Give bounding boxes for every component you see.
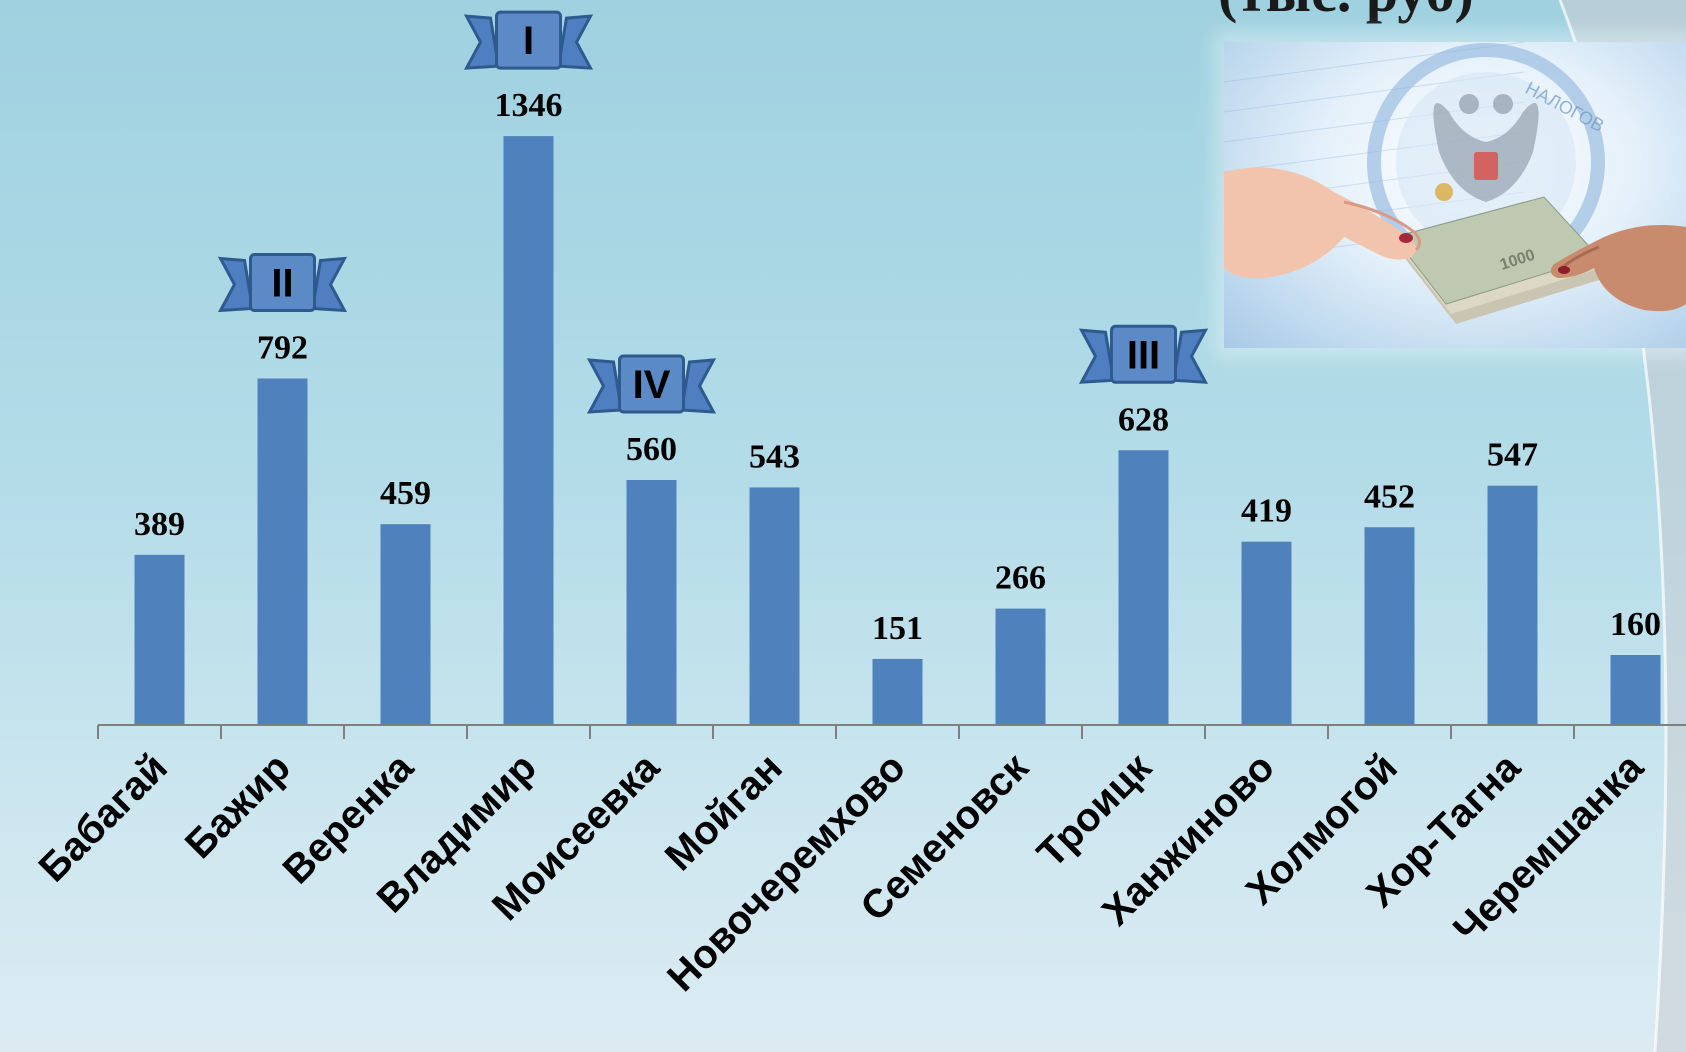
bar [749, 487, 800, 725]
money-handover-photo: НАЛОГОВ 1000 [1224, 42, 1686, 348]
eagle-emblem-icon [1433, 94, 1539, 202]
bar [257, 378, 308, 725]
data-label: 151 [872, 610, 923, 647]
data-label: 459 [380, 475, 431, 512]
rank-label: I [523, 19, 534, 63]
x-axis-ticks [97, 725, 1575, 739]
banknotes-icon: 1000 [1393, 196, 1609, 324]
data-label: 560 [626, 431, 677, 468]
data-label: 547 [1487, 437, 1538, 474]
bar [503, 136, 554, 725]
slide-title-fragment: (тыс. руб) [1218, 0, 1474, 25]
bar [1487, 485, 1538, 725]
bar [872, 658, 923, 725]
category-label: Бажир [177, 745, 299, 867]
data-label: 266 [995, 560, 1046, 597]
data-label: 452 [1364, 478, 1415, 515]
rank-ribbon-icon: III [1078, 324, 1209, 384]
value-labels-layer: 389 792 459 1346 560 543 151 266 628 419 452 547 160 [134, 87, 1661, 647]
bar [134, 554, 185, 725]
rank-ribbon-icon: II [217, 253, 348, 313]
rank-ribbon-icon: I [463, 10, 594, 70]
bar [1364, 527, 1415, 725]
bar [1610, 655, 1661, 725]
data-label: 1346 [495, 87, 563, 124]
rank-label: IV [633, 363, 671, 407]
bar [1118, 450, 1169, 725]
data-label: 160 [1610, 606, 1661, 643]
category-label: Бабагай [31, 745, 176, 890]
category-label: Новочеремхово [659, 745, 914, 1000]
rank-ribbon-icon: IV [586, 354, 717, 414]
category-labels-layer: Бабагай БажирВеренкаВладимирМоисеевкаМойг… [31, 745, 1653, 1000]
data-label: 792 [257, 330, 308, 367]
rank-label: II [271, 262, 293, 306]
data-label: 543 [749, 438, 800, 475]
data-label: 389 [134, 506, 185, 543]
hands-icon [1224, 167, 1686, 312]
bar [995, 608, 1046, 725]
bar [1241, 541, 1292, 725]
bars-layer [134, 136, 1661, 725]
rank-label: III [1127, 333, 1160, 377]
data-label: 628 [1118, 401, 1169, 438]
bar [626, 480, 677, 725]
bar [380, 524, 431, 725]
data-label: 419 [1241, 493, 1292, 530]
